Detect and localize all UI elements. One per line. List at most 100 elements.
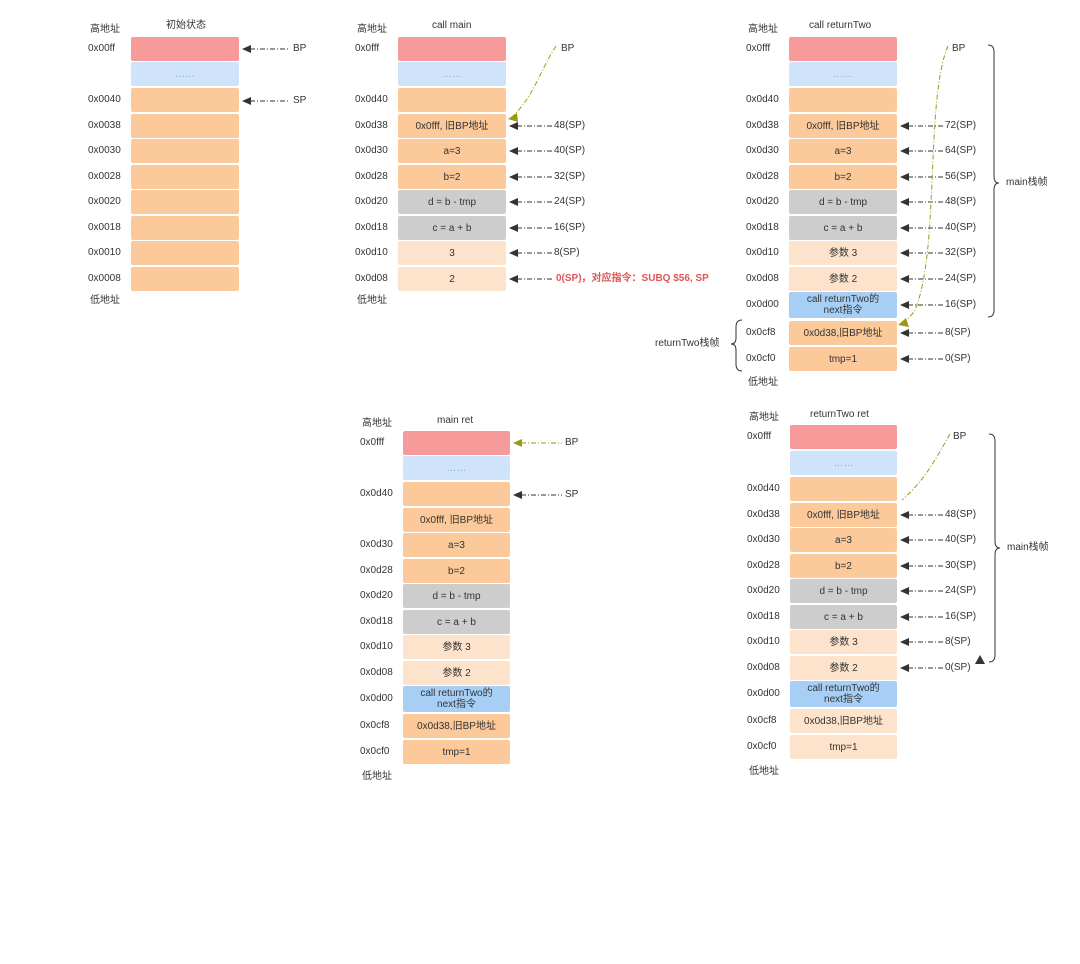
returntwo-ret-stack-cell — [790, 425, 897, 449]
call-returntwo-stack-cell: 0x0fff, 旧BP地址 — [789, 114, 897, 138]
main-ret-stack-cell: …… — [403, 456, 510, 480]
returntwo-ret-stack-cell: 0x0fff, 旧BP地址 — [790, 503, 897, 527]
call-main-sp-offset-label: 40(SP) — [554, 145, 586, 156]
call-returntwo-address-label: 0x0cf0 — [746, 353, 776, 364]
main-ret-low-address-label: 低地址 — [362, 771, 392, 782]
returntwo-ret-stack-cell: 0x0d38,旧BP地址 — [790, 709, 897, 733]
call-returntwo-sp-offset-label: 40(SP) — [945, 222, 977, 233]
call-main-sp-offset-label: 8(SP) — [554, 247, 580, 258]
main-ret-address-label: 0x0d18 — [360, 616, 393, 627]
call-main-stack-cell — [398, 37, 506, 61]
call-returntwo-stack-cell — [789, 88, 897, 112]
initial-address-label: 0x0040 — [88, 94, 121, 105]
returntwo-ret-sp-offset-arrow-head — [900, 638, 909, 646]
initial-stack-cell — [131, 139, 239, 163]
main-ret-address-label: 0x0cf8 — [360, 720, 390, 731]
call-main-address-label: 0x0d10 — [355, 247, 388, 258]
returntwo-ret-main-frame-label: main栈帧 — [1007, 542, 1049, 553]
main-ret-address-label: 0x0d28 — [360, 565, 393, 576]
main-ret-sp-arrow-head — [513, 491, 522, 499]
call-returntwo-sp-offset-label: 64(SP) — [945, 145, 977, 156]
call-main-address-label: 0x0d40 — [355, 94, 388, 105]
initial-address-label: 0x00ff — [88, 43, 116, 54]
call-returntwo-address-label: 0x0d20 — [746, 196, 779, 207]
call-returntwo-sp-offset-label: 16(SP) — [945, 299, 977, 310]
returntwo-ret-stack-cell: 参数 3 — [790, 630, 897, 654]
main-ret-stack-cell: c = a + b — [403, 610, 510, 634]
returntwo-ret-stack-cell: c = a + b — [790, 605, 897, 629]
call-main-stack-cell: …… — [398, 62, 506, 86]
initial-high-address-label: 高地址 — [90, 24, 120, 35]
main-ret-stack-cell: d = b - tmp — [403, 584, 510, 608]
main-ret-stack-cell: 0x0d38,旧BP地址 — [403, 714, 510, 738]
main-ret-address-label: 0x0d10 — [360, 641, 393, 652]
main-ret-title: main ret — [437, 415, 474, 426]
main-ret-stack-cell: tmp=1 — [403, 740, 510, 764]
call-main-subq-note: 0(SP)，对应指令：SUBQ $56, SP — [556, 273, 709, 284]
returntwo-ret-sp-offset-label: 16(SP) — [945, 611, 977, 622]
returntwo-ret-sp-offset-label: 40(SP) — [945, 534, 977, 545]
returntwo-ret-address-label: 0x0d30 — [747, 534, 780, 545]
returntwo-ret-bp-label: BP — [953, 431, 967, 442]
call-returntwo-stack-cell: b=2 — [789, 165, 897, 189]
returntwo-ret-stack-cell: …… — [790, 451, 897, 475]
returntwo-ret-stack-cell: b=2 — [790, 554, 897, 578]
returntwo-ret-sp-offset-label: 30(SP) — [945, 560, 977, 571]
call-main-stack-cell: d = b - tmp — [398, 190, 506, 214]
call-returntwo-address-label: 0x0d30 — [746, 145, 779, 156]
call-returntwo-sp-offset-label: 8(SP) — [945, 327, 971, 338]
initial-sp-arrow-head — [242, 97, 251, 105]
call-main-stack-cell: b=2 — [398, 165, 506, 189]
initial-address-label: 0x0038 — [88, 120, 121, 131]
returntwo-ret-sp-offset-arrow-head — [900, 562, 909, 570]
call-returntwo-sp-offset-arrow-head — [900, 224, 909, 232]
call-returntwo-sp-offset-label: 56(SP) — [945, 171, 977, 182]
initial-stack-cell — [131, 216, 239, 240]
call-returntwo-stack-cell: tmp=1 — [789, 347, 897, 371]
returntwo-ret-stack-cell: tmp=1 — [790, 735, 897, 759]
returntwo-ret-address-label: 0x0d20 — [747, 585, 780, 596]
call-main-sp-offset-arrow-head — [509, 224, 518, 232]
call-returntwo-stack-cell: 0x0d38,旧BP地址 — [789, 321, 897, 345]
initial-sp-label: SP — [293, 95, 307, 106]
call-returntwo-stack-cell: a=3 — [789, 139, 897, 163]
returntwo-ret-high-address-label: 高地址 — [749, 412, 779, 423]
call-returntwo-high-address-label: 高地址 — [748, 24, 778, 35]
initial-bp-label: BP — [293, 43, 307, 54]
call-main-address-label: 0x0d20 — [355, 196, 388, 207]
call-returntwo-stack-cell: call returnTwo的 next指令 — [789, 292, 897, 318]
main-ret-bp-arrow-head — [513, 439, 522, 447]
returntwo-ret-address-label: 0x0d38 — [747, 509, 780, 520]
call-main-stack-cell: 0x0fff, 旧BP地址 — [398, 114, 506, 138]
call-main-sp-offset-arrow-head — [509, 198, 518, 206]
initial-address-label: 0x0010 — [88, 247, 121, 258]
call-returntwo-main-brace — [987, 44, 1000, 318]
returntwo-ret-address-label: 0x0d28 — [747, 560, 780, 571]
returntwo-ret-sp-offset-arrow-head — [900, 511, 909, 519]
call-returntwo-bp-label: BP — [952, 43, 966, 54]
call-main-stack-cell: a=3 — [398, 139, 506, 163]
main-ret-stack-cell — [403, 482, 510, 506]
call-returntwo-title: call returnTwo — [809, 20, 872, 31]
main-ret-address-label: 0x0d08 — [360, 667, 393, 678]
main-ret-address-label: 0x0fff — [360, 437, 385, 448]
call-main-sp-offset-label: 32(SP) — [554, 171, 586, 182]
call-returntwo-stack-cell: c = a + b — [789, 216, 897, 240]
call-returntwo-sp-offset-arrow-head — [900, 275, 909, 283]
initial-stack-cell — [131, 165, 239, 189]
call-returntwo-sp-offset-label: 72(SP) — [945, 120, 977, 131]
returntwo-ret-address-label: 0x0d00 — [747, 688, 780, 699]
initial-low-address-label: 低地址 — [90, 295, 120, 306]
main-ret-stack-cell: a=3 — [403, 533, 510, 557]
returntwo-ret-sp-offset-label: 24(SP) — [945, 585, 977, 596]
returntwo-ret-sp-offset-arrow-head — [900, 613, 909, 621]
returntwo-ret-stack-cell — [790, 477, 897, 501]
call-returntwo-sp-offset-arrow-head — [900, 198, 909, 206]
main-ret-sp-label: SP — [565, 489, 579, 500]
call-main-stack-cell: 3 — [398, 241, 506, 265]
call-main-sp-offset-arrow-head — [509, 173, 518, 181]
main-ret-stack-cell: 参数 2 — [403, 661, 510, 685]
returntwo-ret-address-label: 0x0d18 — [747, 611, 780, 622]
returntwo-ret-sp-offset-label: 48(SP) — [945, 509, 977, 520]
